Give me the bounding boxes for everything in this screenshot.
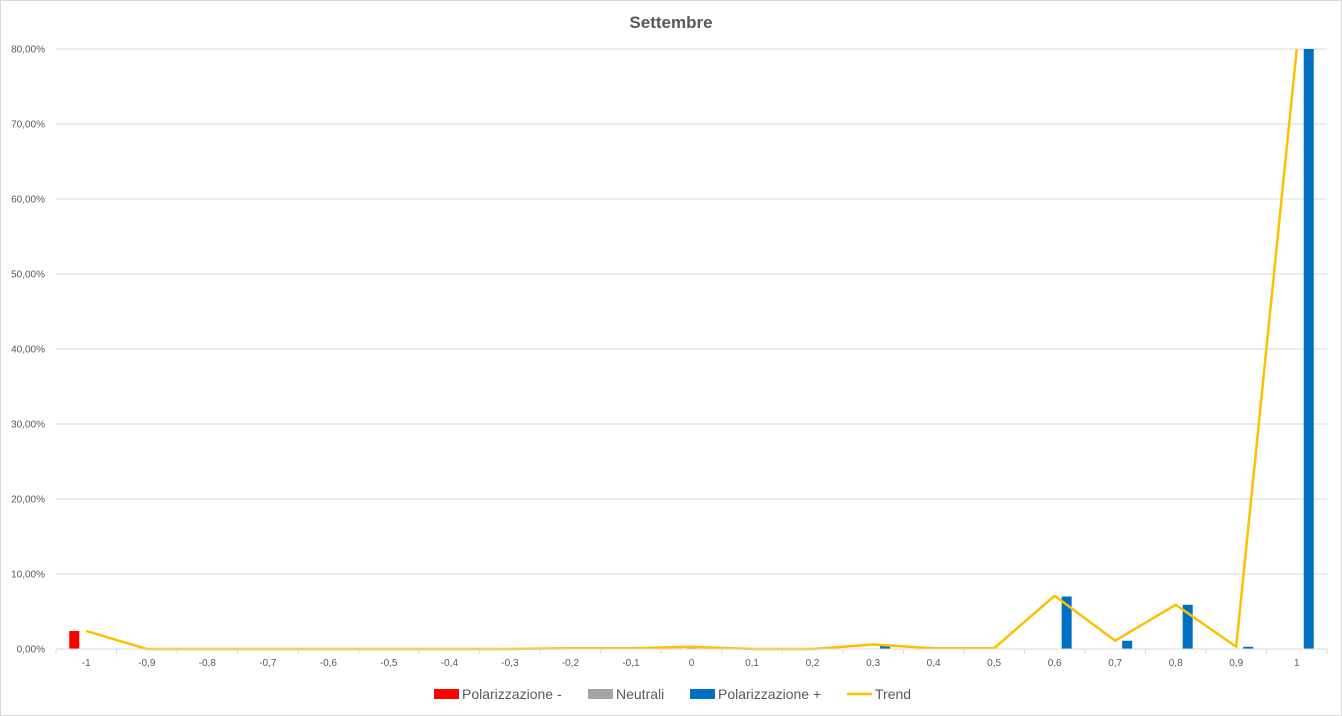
x-tick-label: 0,9 xyxy=(1229,658,1243,669)
x-tick-label: 0,5 xyxy=(987,658,1001,669)
chart-title: Settembre xyxy=(629,13,712,32)
x-tick-label: 0,7 xyxy=(1108,658,1122,669)
x-axis: -1 -0,9 -0,8 -0,7 -0,6 -0,5 -0,4 -0,3 -0,2 -0,1 0 0… xyxy=(55,648,1328,669)
x-tick-label: -0,4 xyxy=(441,658,459,669)
x-tick-label: 0,8 xyxy=(1169,658,1183,669)
y-tick-label: 10,00% xyxy=(11,570,45,581)
y-tick-label: 40,00% xyxy=(11,345,45,356)
y-tick-label: 0,00% xyxy=(17,645,45,656)
legend: Polarizzazione - Neutrali Polarizzazione +… xyxy=(434,686,911,702)
x-tick-label: -0,1 xyxy=(622,658,640,669)
x-tick-label: 0,4 xyxy=(927,658,941,669)
x-tick-label: 0,2 xyxy=(806,658,820,669)
x-tick-label: -0,7 xyxy=(259,658,277,669)
x-tick-label: -0,3 xyxy=(501,658,519,669)
x-tick-label: 0,1 xyxy=(745,658,759,669)
x-tick-label: 0,3 xyxy=(866,658,880,669)
legend-label: Neutrali xyxy=(616,686,664,702)
x-tick-label: 0 xyxy=(689,658,695,669)
legend-label: Polarizzazione - xyxy=(462,686,562,702)
legend-swatch xyxy=(434,689,459,699)
bar xyxy=(1182,604,1193,649)
bar xyxy=(1061,596,1072,649)
y-tick-label: 30,00% xyxy=(11,420,45,431)
bar xyxy=(69,631,80,649)
x-tick-label: -1 xyxy=(82,658,91,669)
legend-label: Trend xyxy=(875,686,911,702)
legend-swatch xyxy=(588,689,613,699)
x-tick-label: -0,9 xyxy=(138,658,156,669)
x-tick-label: 0,6 xyxy=(1048,658,1062,669)
x-tick-label: -0,6 xyxy=(320,658,338,669)
y-tick-label: 80,00% xyxy=(11,45,45,56)
legend-label: Polarizzazione + xyxy=(718,686,821,702)
x-tick-label: 1 xyxy=(1294,658,1300,669)
bar xyxy=(1303,49,1314,649)
gridlines xyxy=(56,48,1327,575)
x-tick-label: -0,5 xyxy=(380,658,398,669)
y-axis-ticks: 0,00% 10,00% 20,00% 30,00% 40,00% 50,00% 60,00… xyxy=(11,45,45,656)
y-tick-label: 20,00% xyxy=(11,495,45,506)
bar xyxy=(1122,640,1133,649)
legend-swatch xyxy=(690,689,715,699)
y-tick-label: 50,00% xyxy=(11,270,45,281)
x-tick-label: -0,8 xyxy=(199,658,217,669)
bar xyxy=(1243,646,1254,649)
y-tick-label: 60,00% xyxy=(11,195,45,206)
x-tick-label: -0,2 xyxy=(562,658,580,669)
y-tick-label: 70,00% xyxy=(11,120,45,131)
bar xyxy=(880,645,891,649)
